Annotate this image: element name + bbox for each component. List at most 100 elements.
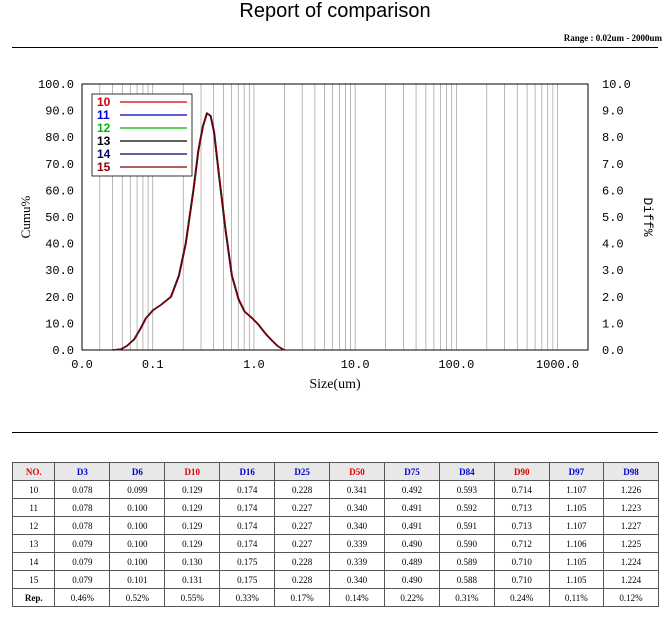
table-cell: 0.078 [54,498,111,517]
table-cell: 0.491 [384,498,440,517]
table-cell: 1.106 [548,534,604,553]
table-cell: 0.100 [109,552,166,571]
table-cell: 0.100 [109,534,166,553]
table-cell: 0.588 [438,570,495,589]
y-left-tick-label: 90.0 [45,105,74,119]
table-cell: 0.17% [274,588,331,607]
y-left-tick-label: 40.0 [45,238,74,252]
table-cell: 0.079 [54,570,111,589]
x-tick-label: 100.0 [438,358,474,372]
row-label-cell: 11 [11,498,56,517]
table-cell: 0.22% [384,588,440,607]
table-cell: 0.175 [219,570,276,589]
table-cell: 0.11% [548,588,604,607]
y-left-tick-label: 30.0 [45,264,74,278]
chart-table-divider [12,432,658,433]
y-left-tick-label: 70.0 [45,158,74,172]
column-header: D50 [329,462,385,481]
table-cell: 0.078 [54,516,111,535]
y-right-tick-label: 9.0 [602,105,624,119]
column-header: D84 [438,462,495,481]
table-cell: 0.339 [329,534,385,553]
y-right-tick-label: 6.0 [602,184,624,198]
y-right-tick-label: 1.0 [602,317,624,331]
legend-label: 11 [97,108,110,122]
x-axis-label: Size(um) [309,377,361,392]
table-cell: 0.14% [329,588,385,607]
range-note: Range : 0.02um - 2000um [563,33,662,43]
table-cell: 1.224 [602,570,660,589]
y-right-tick-label: 7.0 [602,158,624,172]
table-row: 10 0.078 0.099 0.129 0.174 0.228 0.341 0.492 0.5… [11,480,660,499]
y-left-tick-label: 10.0 [45,317,74,331]
table-cell: 0.174 [219,534,276,553]
y-left-tick-label: 0.0 [52,344,74,358]
table-cell: 0.340 [329,516,385,535]
table-cell: 0.175 [219,552,276,571]
column-header: D98 [602,462,660,481]
table-cell: 0.341 [329,480,385,499]
table-cell: 0.710 [493,552,550,571]
table-cell: 0.489 [384,552,440,571]
table-cell: 0.228 [274,480,331,499]
report-title: Report of comparison [239,0,431,22]
chart-curves [112,112,286,351]
y-right-tick-label: 0.0 [602,344,624,358]
table-header-row: NO. D3 D6 D10 D16 D25 D50 D75 D84 D90 D97 D98 [11,462,660,481]
table-cell: 0.710 [493,570,550,589]
table-cell: 0.340 [329,570,385,589]
table-row: Rep. 0.46% 0.52% 0.55% 0.33% 0.17% 0.14% 0.22% 0… [11,588,660,607]
y-right-tick-label: 8.0 [602,131,624,145]
table-cell: 0.078 [54,480,111,499]
table-cell: 0.491 [384,516,440,535]
table-cell: 0.079 [54,552,111,571]
table-cell: 1.225 [602,534,660,553]
table-cell: 0.340 [329,498,385,517]
row-label-cell: 15 [11,570,56,589]
x-tick-label: 1000.0 [536,358,579,372]
x-tick-label: 1.0 [243,358,265,372]
table-row: 15 0.079 0.101 0.131 0.175 0.228 0.340 0.490 0.5… [11,570,660,589]
table-cell: 0.100 [109,516,166,535]
table-cell: 0.099 [109,480,166,499]
table-cell: 0.339 [329,552,385,571]
y-left-tick-label: 100.0 [38,78,74,92]
legend-label: 14 [97,147,111,161]
row-label-cell: Rep. [11,588,56,607]
table-cell: 0.589 [438,552,495,571]
legend-label: 15 [97,160,111,174]
table-cell: 0.592 [438,498,495,517]
table-cell: 0.52% [109,588,166,607]
size-distribution-chart: 0.0 0.1 1.0 10.0 100.0 1000.00.010.020.030.04… [18,78,655,392]
table-cell: 0.174 [219,480,276,499]
table-cell: 0.24% [493,588,550,607]
column-header: D6 [109,462,166,481]
legend-box [91,93,193,177]
table-cell: 1.105 [548,498,604,517]
table-cell: 0.228 [274,570,331,589]
y-left-tick-label: 50.0 [45,211,74,225]
table-row: 11 0.078 0.100 0.129 0.174 0.227 0.340 0.491 0.5… [11,498,660,517]
table-cell: 1.224 [602,552,660,571]
table-cell: 1.227 [602,516,660,535]
table-cell: 0.079 [54,534,111,553]
table-cell: 0.129 [164,498,221,517]
header-divider [12,47,658,48]
column-header: D3 [54,462,111,481]
plot-frame [81,83,589,351]
y-right-tick-label: 10.0 [602,78,631,92]
table-cell: 0.55% [164,588,221,607]
table-cell: 1.107 [548,480,604,499]
table-cell: 0.227 [274,498,331,517]
table-row: 13 0.079 0.100 0.129 0.174 0.227 0.339 0.490 0.5… [11,534,660,553]
table-row: 14 0.079 0.100 0.130 0.175 0.228 0.339 0.489 0.5… [11,552,660,571]
table-cell: 0.713 [493,516,550,535]
table-cell: 1.105 [548,552,604,571]
table-cell: 0.712 [493,534,550,553]
column-header: D97 [548,462,604,481]
table-cell: 0.591 [438,516,495,535]
table-cell: 0.33% [219,588,276,607]
row-label-cell: 10 [11,480,56,499]
table-cell: 0.174 [219,516,276,535]
column-header: D10 [164,462,221,481]
